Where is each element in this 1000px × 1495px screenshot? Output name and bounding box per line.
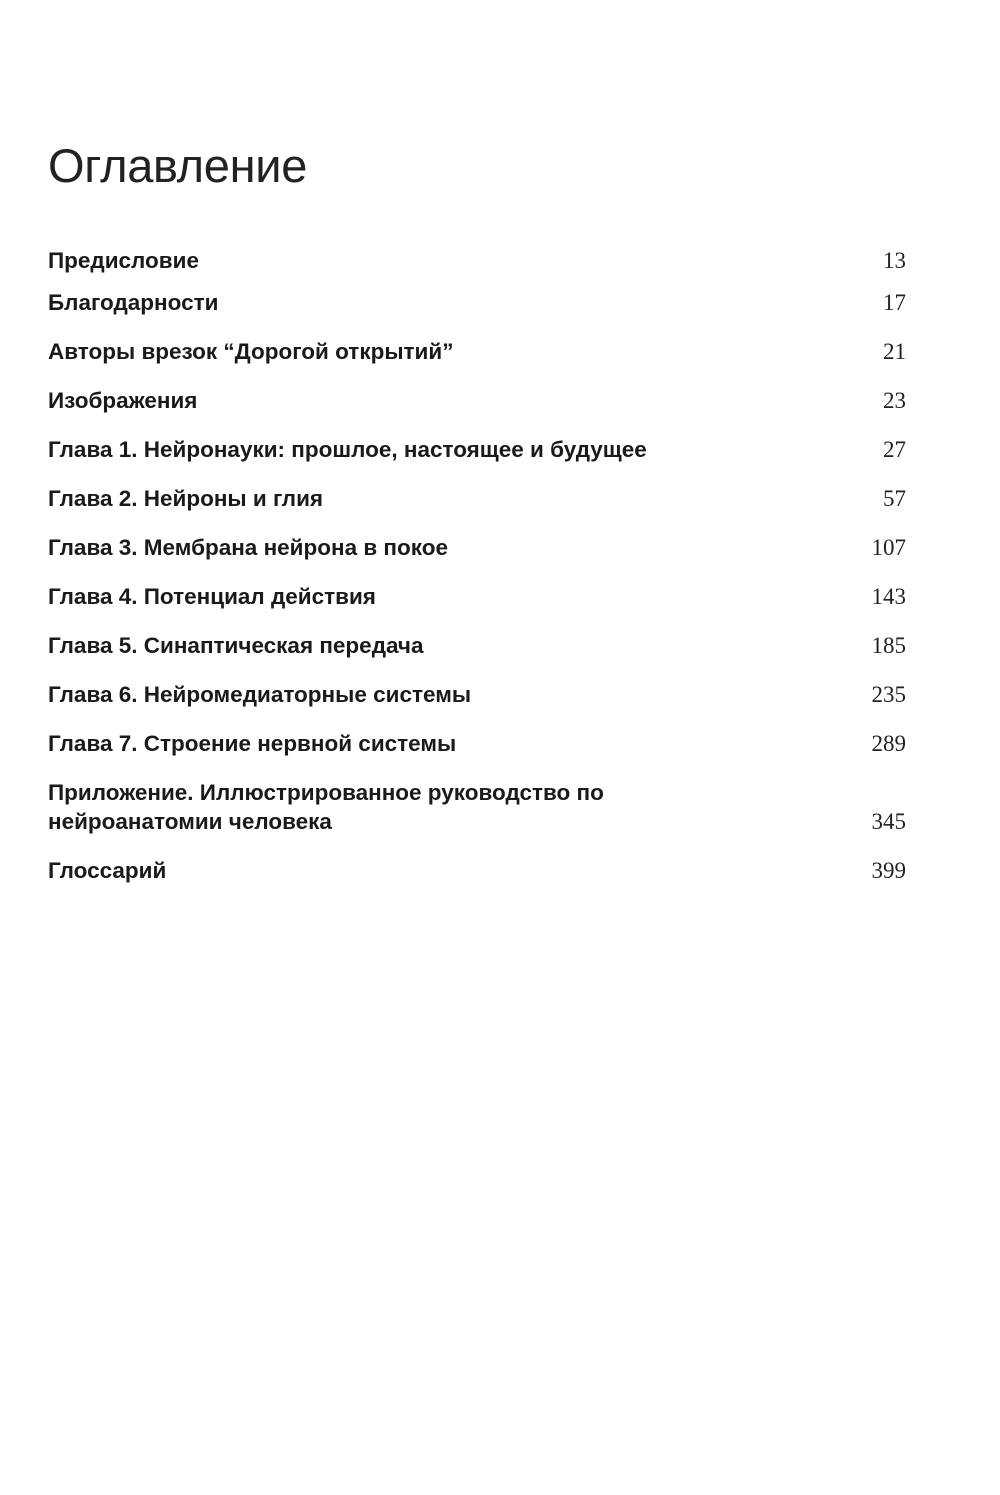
toc-entry-label: Глоссарий — [48, 858, 167, 883]
toc-entry[interactable]: Глава 7. Строение нервной системы 289 — [48, 729, 906, 758]
toc-entry[interactable]: Глава 4. Потенциал действия 143 — [48, 582, 906, 611]
toc-entry-page-number: 235 — [871, 682, 907, 707]
toc-entry-label: Предисловие — [48, 248, 199, 273]
toc-entry-label: Приложение. Иллюстрированное руководство… — [48, 780, 604, 834]
toc-entry-page-number: 23 — [883, 388, 906, 413]
toc-entry-label: Глава 4. Потенциал действия — [48, 584, 376, 609]
toc-entry[interactable]: Глава 3. Мембрана нейрона в покое 107 — [48, 533, 906, 562]
toc-entry-label: Глава 2. Нейроны и глия — [48, 486, 324, 511]
toc-entry-label: Глава 5. Синаптическая передача — [48, 633, 424, 658]
toc-entry-page-number: 107 — [871, 535, 907, 560]
toc-entry[interactable]: Глоссарий 399 — [48, 856, 906, 885]
toc-entry[interactable]: Благодарности 17 — [48, 288, 906, 317]
toc-entry[interactable]: Приложение. Иллюстрированное руководство… — [48, 778, 906, 836]
toc-entry-page-number: 345 — [871, 809, 907, 834]
toc-entry-label: Благодарности — [48, 290, 219, 315]
toc-entry[interactable]: Глава 6. Нейромедиаторные системы 235 — [48, 680, 906, 709]
toc-entry-page-number: 13 — [883, 248, 906, 273]
toc-entry[interactable]: Глава 5. Синаптическая передача 185 — [48, 631, 906, 660]
toc-entry-label: Изображения — [48, 388, 198, 413]
toc-entry-page-number: 17 — [883, 290, 906, 315]
toc-entry-page-number: 21 — [883, 339, 906, 364]
toc-entry-label: Глава 1. Нейронауки: прошлое, настоящее … — [48, 437, 647, 462]
toc-entry-label: Авторы врезок “Дорогой открытий” — [48, 339, 454, 364]
toc-entry-page-number: 27 — [883, 437, 906, 462]
toc-entry[interactable]: Авторы врезок “Дорогой открытий” 21 — [48, 337, 906, 366]
toc-entry-label: Глава 7. Строение нервной системы — [48, 731, 457, 756]
toc-entry-page-number: 143 — [871, 584, 907, 609]
toc-entry-label: Глава 3. Мембрана нейрона в покое — [48, 535, 448, 560]
toc-entry-label: Глава 6. Нейромедиаторные системы — [48, 682, 472, 707]
toc-entry-page-number: 185 — [871, 633, 907, 658]
toc-entry[interactable]: Глава 1. Нейронауки: прошлое, настоящее … — [48, 435, 906, 464]
toc-entry[interactable]: Глава 2. Нейроны и глия 57 — [48, 484, 906, 513]
toc-entry[interactable]: Изображения 23 — [48, 386, 906, 415]
page-title: Оглавление — [48, 139, 308, 192]
toc-entry-page-number: 289 — [871, 731, 907, 756]
toc-entry-page-number: 399 — [871, 858, 907, 883]
toc-entry[interactable]: Предисловие 13 — [48, 246, 906, 275]
toc-entry-page-number: 57 — [883, 486, 906, 511]
